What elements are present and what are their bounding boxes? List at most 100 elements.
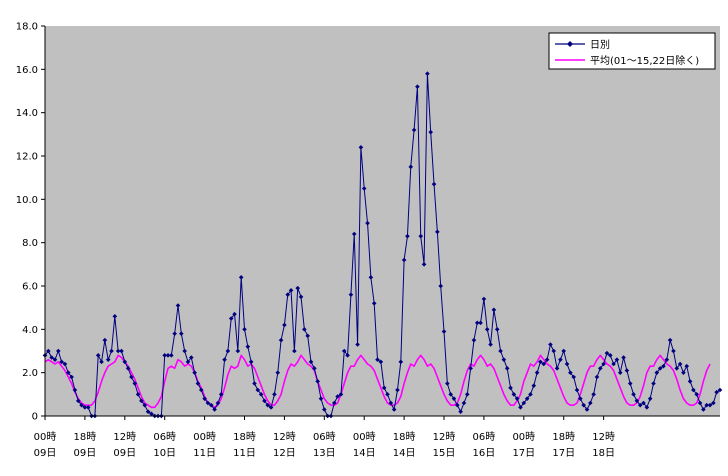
y-tick-label: 16.0 — [16, 65, 38, 76]
data-point — [252, 381, 257, 386]
data-point — [431, 181, 437, 187]
data-point — [218, 392, 224, 397]
data-point — [647, 396, 653, 401]
data-point — [172, 331, 177, 336]
data-point — [315, 379, 320, 384]
data-point — [46, 348, 51, 354]
data-point — [451, 396, 457, 401]
data-point — [195, 381, 201, 386]
data-point — [345, 353, 350, 358]
data-point — [578, 396, 583, 401]
x-tick-label-day: 09日 — [74, 448, 97, 459]
data-point — [378, 359, 384, 365]
data-point — [711, 400, 716, 406]
data-point — [56, 348, 61, 354]
data-point — [415, 84, 420, 89]
data-point — [401, 257, 407, 263]
data-point — [179, 331, 184, 336]
data-point — [604, 350, 610, 356]
legend-label-2: 平均(01～15,22日除く) — [590, 54, 699, 67]
data-point — [232, 311, 237, 317]
data-point — [351, 231, 357, 237]
data-point — [308, 359, 314, 365]
data-point — [644, 405, 650, 410]
data-point — [202, 396, 207, 401]
data-point — [714, 389, 719, 395]
data-point — [125, 366, 131, 371]
data-point — [82, 405, 88, 410]
x-tick-label-time: 00時 — [512, 431, 535, 443]
data-point — [584, 407, 590, 412]
data-point — [335, 394, 340, 399]
data-point — [208, 402, 214, 408]
data-point — [634, 398, 640, 404]
data-point — [671, 348, 676, 354]
y-tick-label: 2.0 — [22, 368, 38, 379]
x-tick-label-time: 00時 — [353, 431, 376, 443]
data-point — [548, 342, 553, 347]
data-point — [601, 361, 606, 367]
data-point — [558, 357, 563, 362]
data-point — [651, 381, 656, 386]
legend-swatch-marker-1 — [567, 41, 573, 47]
data-point — [112, 314, 118, 319]
data-point — [664, 357, 670, 362]
data-point — [182, 348, 187, 354]
data-point — [461, 400, 467, 406]
data-point — [102, 337, 108, 343]
data-point — [425, 71, 430, 76]
data-point — [421, 262, 427, 267]
data-point — [162, 353, 167, 358]
data-point — [105, 357, 111, 362]
data-point — [448, 392, 453, 397]
data-point — [468, 366, 473, 371]
data-point — [165, 353, 171, 358]
data-point — [355, 342, 360, 347]
data-point — [511, 392, 517, 397]
x-ticks: 00時 09日 18時 09日 12時 09日 06時 10日 00時 11日 18時 11日 12時 1… — [34, 416, 615, 459]
data-point — [255, 387, 261, 393]
x-tick-label-time: 06時 — [313, 431, 336, 443]
data-point — [435, 229, 440, 235]
data-point — [674, 366, 680, 371]
data-point — [504, 366, 510, 371]
data-point — [598, 366, 603, 371]
data-point — [312, 366, 317, 371]
data-point — [262, 398, 267, 404]
data-point — [568, 370, 573, 375]
data-point — [99, 359, 104, 365]
y-tick-label: 12.0 — [16, 152, 38, 163]
data-point — [225, 348, 231, 354]
x-tick-label-day: 16日 — [473, 448, 496, 459]
data-point — [531, 383, 537, 388]
data-point — [385, 392, 390, 397]
data-point — [571, 374, 576, 380]
data-point — [474, 320, 480, 326]
x-tick-label-time: 12時 — [433, 431, 456, 443]
data-point — [554, 366, 560, 371]
data-point — [109, 348, 114, 354]
data-point — [69, 374, 74, 380]
data-point — [132, 381, 138, 386]
y-tick-label: 6.0 — [22, 282, 38, 293]
data-point — [115, 348, 121, 354]
y-tick-label: 10.0 — [16, 195, 38, 206]
x-tick-label-day: 09日 — [113, 448, 136, 459]
x-tick-label-day: 17日 — [512, 448, 535, 459]
x-tick-label-day: 14日 — [393, 448, 416, 459]
x-tick-label-time: 00時 — [34, 431, 57, 443]
data-point — [72, 387, 78, 393]
data-point — [365, 220, 370, 226]
data-point — [508, 385, 513, 391]
data-point — [654, 370, 660, 375]
data-point — [278, 337, 284, 343]
legend: 日別 平均(01～15,22日除く) — [548, 32, 716, 70]
data-point — [169, 353, 174, 358]
data-point — [129, 374, 134, 380]
data-point — [285, 292, 291, 297]
data-point — [521, 400, 527, 406]
data-point — [607, 353, 613, 358]
data-point — [661, 363, 666, 369]
data-point — [564, 361, 570, 367]
